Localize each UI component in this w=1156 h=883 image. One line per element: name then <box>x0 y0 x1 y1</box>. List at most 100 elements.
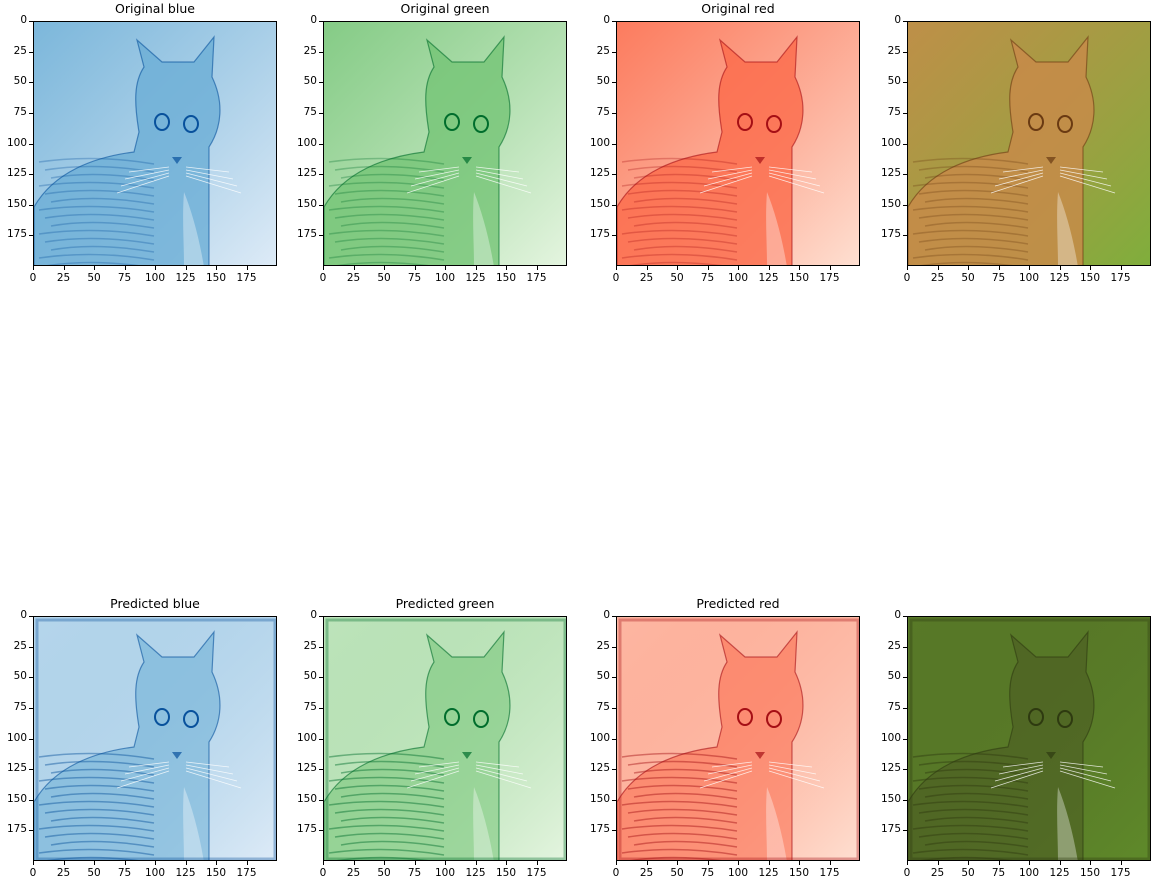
x-tick-label: 175 <box>819 867 840 879</box>
y-tick-mark <box>319 51 323 53</box>
y-tick-label: 150 <box>880 792 901 805</box>
x-tick-label: 75 <box>700 272 715 284</box>
y-tick-mark <box>612 738 616 740</box>
y-tick-mark <box>29 82 33 84</box>
x-tick-label: 150 <box>495 867 517 879</box>
x-tick-mark <box>33 861 34 865</box>
panel-title: Original red <box>701 1 775 16</box>
y-tick-label: 50 <box>887 670 901 683</box>
x-tick-label: 50 <box>87 272 101 284</box>
y-tick-mark <box>903 82 907 84</box>
y-tick-mark <box>319 204 323 206</box>
y-tick-mark <box>612 677 616 679</box>
x-tick-mark <box>506 861 507 865</box>
x-tick-mark <box>1029 266 1030 270</box>
cat-image <box>34 617 276 860</box>
x-tick-mark <box>768 861 770 865</box>
x-tick-mark <box>1090 861 1091 865</box>
x-tick-mark <box>216 861 217 865</box>
x-tick-label: 125 <box>1049 867 1070 879</box>
y-tick-mark <box>612 799 616 801</box>
y-tick-mark <box>903 616 907 617</box>
y-tick-mark <box>612 707 616 709</box>
y-tick-label: 125 <box>296 167 317 180</box>
cat-eye <box>737 113 753 131</box>
image-frame <box>616 21 860 266</box>
y-tick-mark <box>903 830 907 832</box>
y-tick-label: 150 <box>296 197 317 210</box>
y-tick-mark <box>612 174 616 176</box>
x-tick-label: 0 <box>319 867 327 879</box>
y-tick-mark <box>319 677 323 679</box>
y-tick-label: 25 <box>303 44 317 57</box>
cat-eye <box>444 708 460 726</box>
x-tick-mark <box>246 861 248 865</box>
y-tick-mark <box>29 646 33 648</box>
cat-image <box>908 617 1150 860</box>
cat-eye <box>154 708 170 726</box>
y-tick-label: 175 <box>296 228 317 241</box>
x-tick-label: 50 <box>670 867 684 879</box>
y-tick-mark <box>29 616 33 617</box>
x-tick-label: 100 <box>1018 867 1040 879</box>
cat-image <box>908 22 1150 265</box>
y-tick-mark <box>29 830 33 832</box>
image-frame <box>907 616 1151 861</box>
y-tick-label: 25 <box>596 639 610 652</box>
x-tick-label: 0 <box>903 272 911 284</box>
y-tick-label: 150 <box>880 197 901 210</box>
image-panel-orig-blue: Original blue 0 25 50 75 100 125 150 175 0 25 50 75 1… <box>7 1 277 284</box>
x-tick-mark <box>829 266 831 270</box>
cat-eye <box>1028 113 1044 131</box>
y-tick-mark <box>612 82 616 84</box>
image-frame <box>616 616 860 861</box>
y-tick-label: 0 <box>20 609 27 621</box>
y-tick-label: 175 <box>6 823 27 836</box>
y-tick-label: 125 <box>589 167 610 180</box>
y-tick-mark <box>319 112 323 114</box>
x-tick-label: 100 <box>727 867 749 879</box>
y-tick-label: 50 <box>13 75 27 88</box>
x-tick-label: 150 <box>495 272 517 284</box>
x-tick-label: 175 <box>526 867 547 879</box>
y-tick-label: 0 <box>603 14 610 26</box>
y-tick-mark <box>612 21 616 22</box>
y-tick-mark <box>903 646 907 648</box>
x-tick-label: 175 <box>526 272 547 284</box>
x-tick-mark <box>445 861 446 865</box>
cat-image <box>34 22 276 265</box>
cat-image <box>617 22 859 265</box>
y-tick-mark <box>29 204 33 206</box>
y-tick-mark <box>319 21 323 22</box>
x-tick-label: 150 <box>205 867 227 879</box>
image-frame <box>323 616 567 861</box>
y-tick-mark <box>612 616 616 617</box>
x-tick-mark <box>185 861 187 865</box>
y-tick-label: 25 <box>13 44 27 57</box>
y-tick-label: 75 <box>13 105 27 118</box>
x-tick-label: 150 <box>1079 867 1101 879</box>
y-tick-mark <box>903 707 907 709</box>
y-tick-label: 125 <box>880 762 901 775</box>
cat-silhouette <box>908 630 1095 860</box>
x-tick-mark <box>768 266 770 270</box>
cat-silhouette <box>617 35 804 265</box>
x-tick-mark <box>506 266 507 270</box>
y-tick-label: 100 <box>296 731 317 744</box>
y-tick-label: 50 <box>887 75 901 88</box>
x-tick-mark <box>998 861 1000 865</box>
x-tick-label: 125 <box>758 272 779 284</box>
x-tick-mark <box>707 266 709 270</box>
y-tick-mark <box>319 143 323 145</box>
x-tick-label: 100 <box>727 272 749 284</box>
x-tick-label: 100 <box>144 867 166 879</box>
cat-eye <box>444 113 460 131</box>
x-tick-label: 175 <box>819 272 840 284</box>
x-tick-label: 25 <box>56 272 71 284</box>
x-tick-label: 25 <box>930 867 945 879</box>
y-tick-label: 100 <box>589 136 610 149</box>
x-tick-mark <box>246 266 248 270</box>
y-tick-mark <box>903 143 907 145</box>
x-tick-label: 175 <box>1110 272 1131 284</box>
cat-silhouette <box>324 630 511 860</box>
